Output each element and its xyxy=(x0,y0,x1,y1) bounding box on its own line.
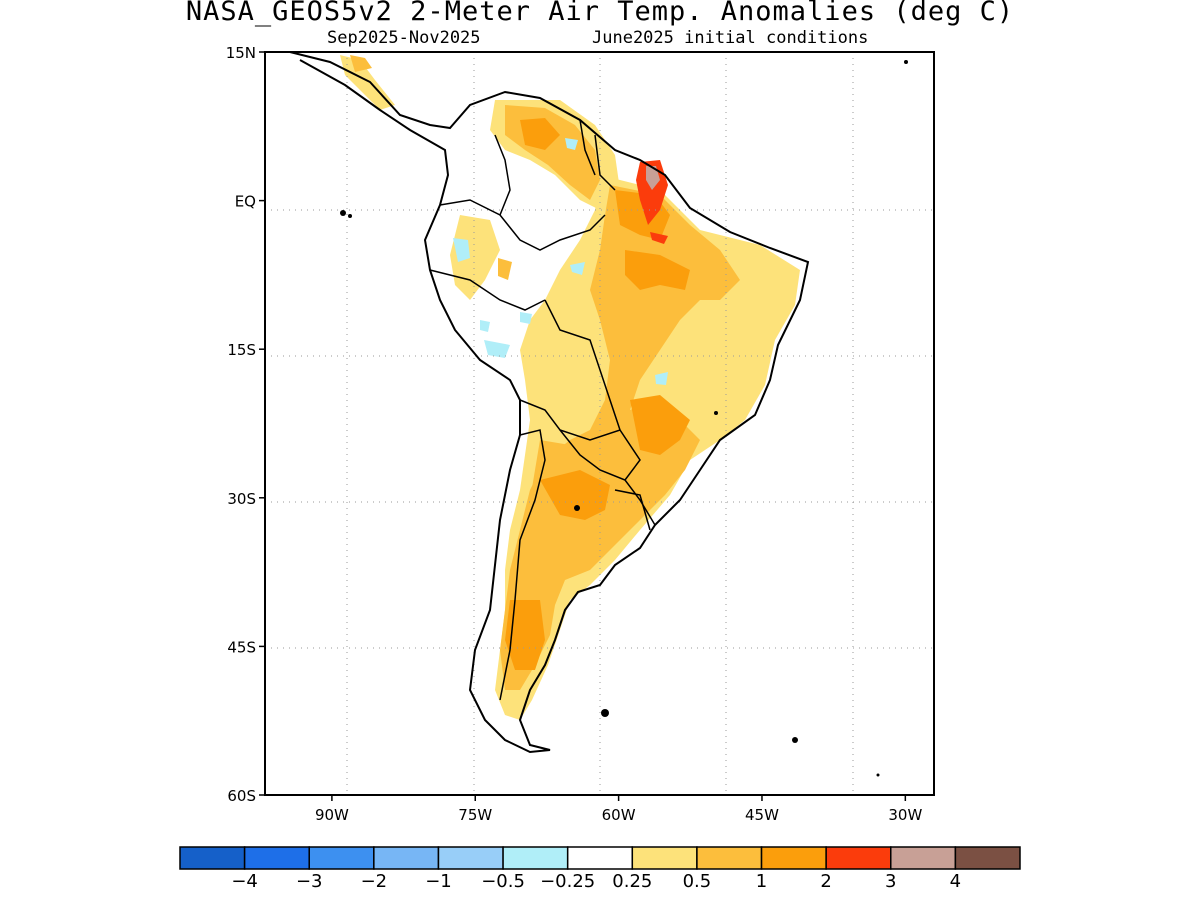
anomaly-field xyxy=(290,52,808,752)
lat-tick-label: 15S xyxy=(227,341,256,359)
colorbar: −4 −3 −2 −1 −0.5 −0.25 0.25 0.5 1 2 3 4 xyxy=(179,846,1021,892)
colorbar-swatch xyxy=(437,846,504,870)
lon-tick-label: 75W xyxy=(458,806,492,824)
lat-tick-label: 45S xyxy=(227,638,256,656)
islands xyxy=(340,60,908,777)
colorbar-swatch xyxy=(631,846,698,870)
colorbar-swatch xyxy=(696,846,763,870)
latitude-axis: 15N EQ 15S 30S 45S 60S xyxy=(226,44,265,805)
colorbar-swatch xyxy=(179,846,246,870)
anomaly-band-2-3 xyxy=(636,160,668,244)
colorbar-swatch xyxy=(890,846,957,870)
colorbar-swatch xyxy=(954,846,1021,870)
colorbar-swatch xyxy=(566,846,634,870)
colorbar-label: −4 xyxy=(231,871,258,892)
colorbar-label: 4 xyxy=(950,871,961,892)
map-subtitle-initial-conditions: June2025 initial conditions xyxy=(592,28,869,48)
colorbar-label: 2 xyxy=(820,871,831,892)
country-borders xyxy=(429,119,656,701)
anomaly-band-3-4 xyxy=(646,166,660,190)
map-frame xyxy=(264,51,935,796)
colorbar-label: 0.5 xyxy=(683,871,712,892)
colorbar-swatch xyxy=(502,846,569,870)
anomaly-band-neg-0.25-0.5 xyxy=(453,138,668,385)
lat-tick-label: 15N xyxy=(226,44,256,62)
colorbar-swatch xyxy=(825,846,892,870)
colorbar-label: −3 xyxy=(296,871,323,892)
colorbar-swatch xyxy=(243,846,310,870)
longitude-axis: 90W 75W 60W 45W 30W xyxy=(315,795,922,824)
colorbar-label: −2 xyxy=(361,871,388,892)
colorbar-swatch xyxy=(760,846,827,870)
lon-tick-label: 60W xyxy=(602,806,636,824)
colorbar-label: −1 xyxy=(425,871,452,892)
lon-tick-label: 30W xyxy=(888,806,922,824)
colorbar-label: 0.25 xyxy=(612,871,652,892)
colorbar-swatch xyxy=(308,846,375,870)
continent-coastline xyxy=(289,52,810,754)
colorbar-label: −0.25 xyxy=(540,871,595,892)
lat-tick-label: 60S xyxy=(227,787,256,805)
colorbar-swatch xyxy=(373,846,440,870)
lat-tick-label: 30S xyxy=(227,490,256,508)
colorbar-label: 1 xyxy=(756,871,767,892)
lat-tick-label: EQ xyxy=(235,193,256,211)
anomaly-band-0.5-1 xyxy=(350,55,740,690)
map-subtitle-period: Sep2025-Nov2025 xyxy=(327,28,481,48)
colorbar-label: −0.5 xyxy=(481,871,525,892)
map-title: NASA_GEOS5v2 2-Meter Air Temp. Anomalies… xyxy=(185,0,1015,27)
lon-tick-label: 45W xyxy=(745,806,779,824)
lon-tick-label: 90W xyxy=(315,806,349,824)
colorbar-label: 3 xyxy=(885,871,896,892)
